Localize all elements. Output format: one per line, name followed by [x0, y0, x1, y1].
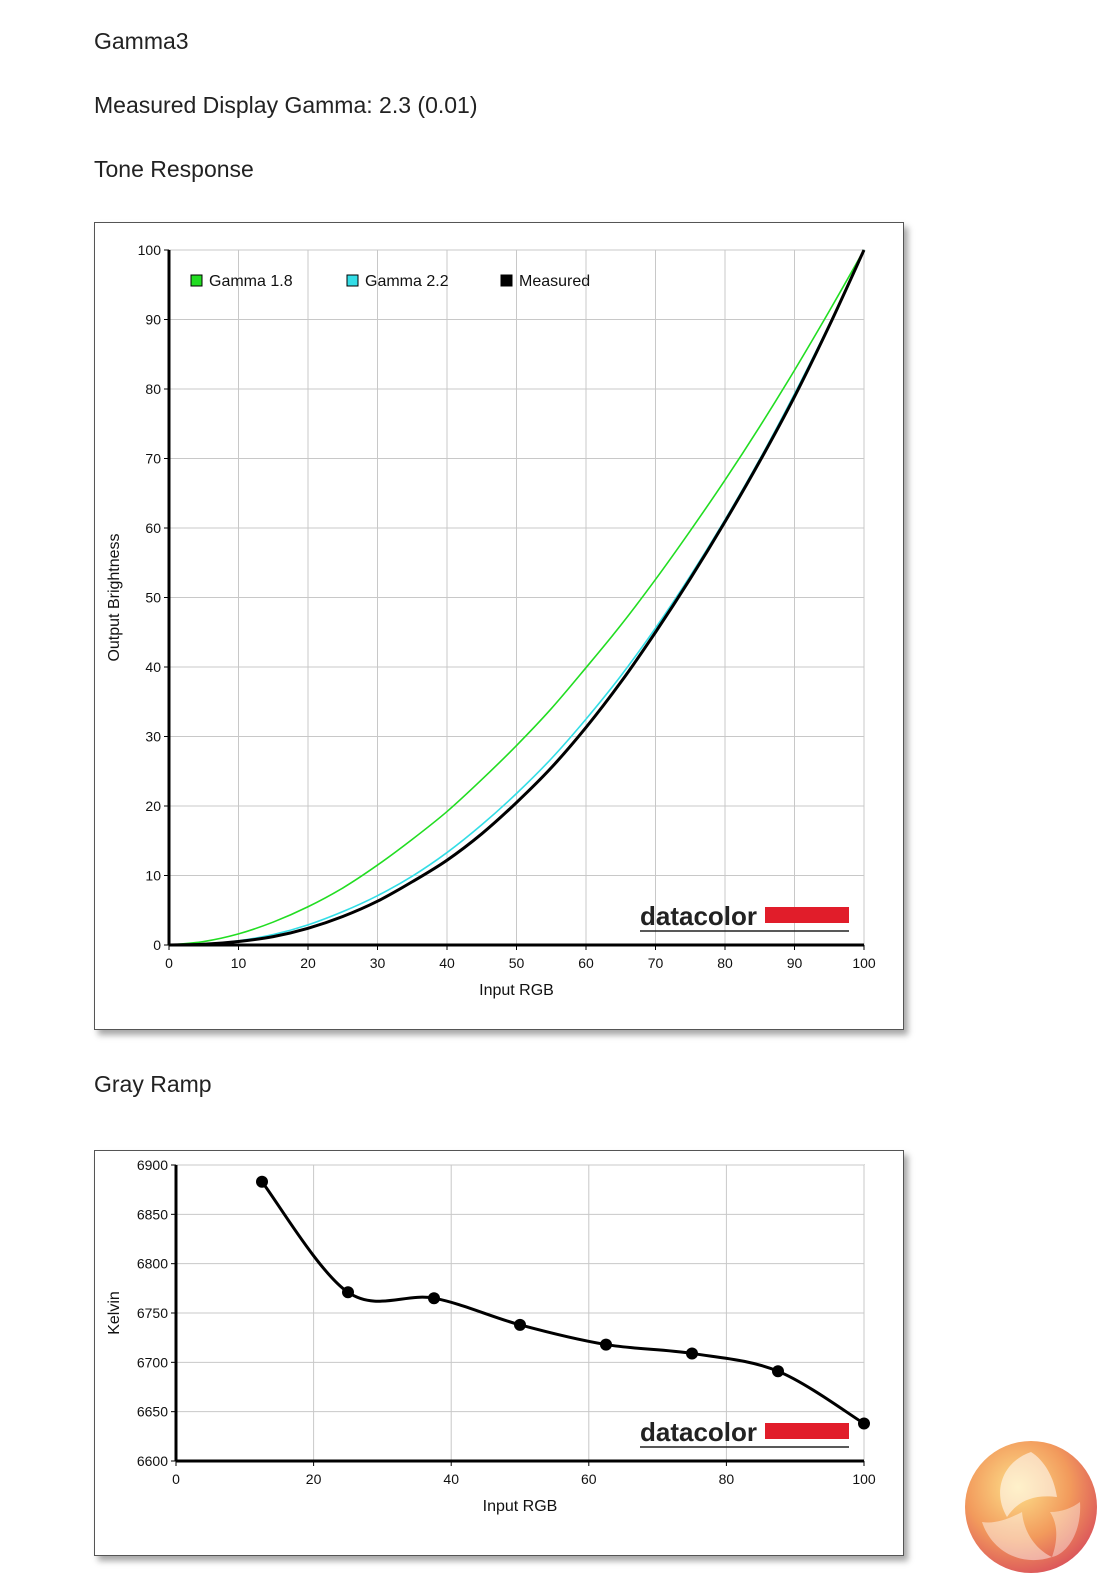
- x-tick-label: 0: [172, 1471, 180, 1487]
- tone-response-panel: 0 10 20 30 40 50 60 70 80 90 100 0 10 20 30 40 50 60 70 80 9…: [94, 222, 904, 1030]
- tone-response-heading: Tone Response: [94, 156, 254, 182]
- measured-gamma-text: Measured Display Gamma: 2.3 (0.01): [94, 92, 478, 118]
- x-axis-label: Input RGB: [479, 982, 554, 999]
- data-point: [428, 1292, 440, 1305]
- x-tick-label: 40: [443, 1471, 459, 1487]
- x-tick-label: 100: [852, 955, 876, 971]
- y-tick-label: 6750: [137, 1305, 168, 1321]
- gray-ramp-panel: 0 20 40 60 80 100 6600 6650 6700 6750 6800 6850 6900…: [94, 1150, 904, 1556]
- tone-response-chart: 0 10 20 30 40 50 60 70 80 90 100 0 10 20 30 40 50 60 70 80 9…: [106, 242, 876, 999]
- y-tick-label: 6650: [137, 1404, 168, 1420]
- page-title: Gamma3: [94, 28, 189, 54]
- data-point: [858, 1417, 870, 1430]
- series-line-2: [168, 249, 866, 947]
- datacolor-watermark: datacolor: [640, 901, 757, 931]
- legend-swatch: [346, 274, 359, 287]
- y-tick-label: 50: [145, 590, 161, 606]
- x-tick-label: 80: [719, 1471, 735, 1487]
- datacolor-watermark: datacolor: [640, 1417, 757, 1447]
- y-axis-label: Output Brightness: [106, 533, 123, 661]
- site-logo-icon: [965, 1441, 1097, 1573]
- gray-ramp-chart: 0 20 40 60 80 100 6600 6650 6700 6750 6800 6850 6900…: [106, 1157, 876, 1515]
- y-tick-label: 6900: [137, 1157, 168, 1173]
- y-tick-label: 0: [153, 937, 161, 953]
- x-tick-label: 30: [370, 955, 386, 971]
- y-tick-label: 80: [145, 381, 161, 397]
- data-point: [514, 1318, 526, 1331]
- data-point: [256, 1175, 268, 1188]
- y-tick-label: 6850: [137, 1206, 168, 1222]
- x-tick-label: 20: [306, 1471, 322, 1487]
- y-tick-label: 6600: [137, 1453, 168, 1469]
- x-tick-label: 0: [165, 955, 173, 971]
- data-point: [342, 1286, 354, 1299]
- legend-swatch: [190, 274, 203, 287]
- x-tick-label: 50: [509, 955, 525, 971]
- data-point: [772, 1365, 784, 1378]
- legend-label: Measured: [519, 273, 590, 290]
- x-tick-label: 70: [648, 955, 664, 971]
- series-line-0: [168, 249, 865, 946]
- legend-swatch: [500, 274, 513, 287]
- y-tick-label: 6700: [137, 1354, 168, 1370]
- legend-label: Gamma 2.2: [365, 273, 449, 290]
- x-tick-label: 60: [578, 955, 594, 971]
- x-tick-label: 90: [787, 955, 803, 971]
- y-tick-label: 40: [145, 659, 161, 675]
- y-tick-label: 90: [145, 312, 161, 328]
- datacolor-red-bar: [765, 907, 849, 923]
- x-tick-label: 100: [852, 1471, 876, 1487]
- gray-ramp-heading: Gray Ramp: [94, 1071, 212, 1097]
- x-tick-label: 80: [717, 955, 733, 971]
- y-tick-label: 60: [145, 520, 161, 536]
- y-tick-label: 30: [145, 729, 161, 745]
- y-tick-label: 20: [145, 798, 161, 814]
- y-tick-label: 70: [145, 451, 161, 467]
- x-tick-label: 10: [231, 955, 247, 971]
- data-point: [686, 1347, 698, 1360]
- y-tick-label: 6800: [137, 1256, 168, 1272]
- x-axis-label: Input RGB: [483, 1498, 558, 1515]
- y-tick-label: 10: [145, 868, 161, 884]
- y-tick-label: 100: [138, 242, 162, 258]
- y-axis-label: Kelvin: [106, 1291, 123, 1335]
- datacolor-red-bar: [765, 1423, 849, 1439]
- x-tick-label: 60: [581, 1471, 597, 1487]
- x-tick-label: 40: [439, 955, 455, 971]
- x-tick-label: 20: [300, 955, 316, 971]
- legend-label: Gamma 1.8: [209, 273, 293, 290]
- data-point: [600, 1338, 612, 1351]
